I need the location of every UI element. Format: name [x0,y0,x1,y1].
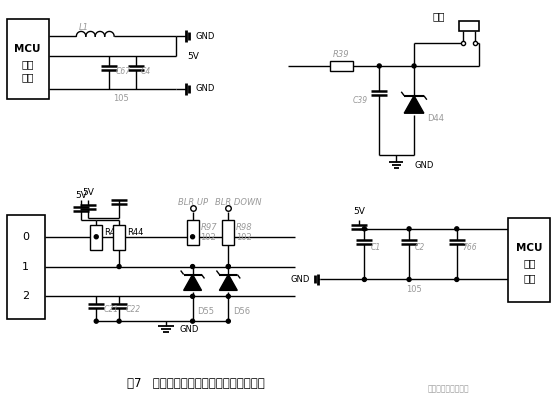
Circle shape [377,64,381,68]
Text: C4: C4 [141,67,151,77]
Circle shape [117,319,121,323]
Circle shape [227,319,230,323]
Circle shape [407,277,411,281]
Text: 5V: 5V [188,51,199,60]
Bar [90,225,102,249]
Circle shape [227,264,230,269]
Text: C22: C22 [126,305,141,314]
Circle shape [191,264,194,269]
Text: R44: R44 [127,228,143,237]
Bar [7,19,49,99]
Text: 引脚: 引脚 [22,72,34,82]
Text: R39: R39 [334,49,350,59]
Text: 复位: 复位 [523,258,536,268]
Text: 2: 2 [22,291,29,301]
Text: 766: 766 [463,243,478,252]
Text: 102: 102 [237,233,252,242]
Text: 105: 105 [406,285,422,294]
Text: GND: GND [196,32,215,40]
Text: D56: D56 [233,307,250,316]
Circle shape [227,264,230,269]
Text: 0: 0 [22,232,29,242]
Text: D44: D44 [427,114,444,123]
Text: 5V: 5V [353,207,366,216]
Circle shape [455,277,459,281]
Circle shape [362,227,366,231]
Circle shape [412,64,416,68]
Text: R97: R97 [201,223,217,232]
Text: 硬件工程师炼成之路: 硬件工程师炼成之路 [428,384,470,393]
Text: 102: 102 [201,233,216,242]
Text: C39: C39 [352,96,367,105]
Text: GND: GND [414,161,433,170]
Text: 引脚: 引脚 [523,273,536,283]
Text: MCU: MCU [516,243,542,253]
Bar [509,218,550,302]
Circle shape [362,277,366,281]
Text: L1: L1 [78,23,88,32]
Text: 5V: 5V [83,188,94,196]
Text: R98: R98 [237,223,253,232]
Text: MCU: MCU [14,44,41,54]
Bar [7,215,45,319]
Bar [222,220,234,245]
Text: GND: GND [179,325,199,334]
Text: GND: GND [290,275,310,284]
Circle shape [117,264,121,269]
Polygon shape [183,275,202,290]
Text: D55: D55 [198,307,214,316]
Text: C67: C67 [116,67,131,77]
Text: R43: R43 [104,228,121,237]
Circle shape [94,235,98,239]
Circle shape [94,319,98,323]
Text: BLR DOWN: BLR DOWN [215,198,261,207]
Text: 按键: 按键 [433,11,445,21]
Text: 5V: 5V [75,190,88,200]
Polygon shape [404,96,424,113]
Polygon shape [219,275,237,290]
Bar [330,61,353,71]
Text: GND: GND [196,84,215,93]
Text: 105: 105 [113,94,129,103]
Circle shape [455,227,459,231]
Circle shape [191,319,194,323]
Circle shape [191,294,194,298]
Bar [187,220,198,245]
Circle shape [407,227,411,231]
Text: C2: C2 [415,243,425,252]
Text: 电源: 电源 [22,59,34,69]
Text: 图7   电路防护及疏导优化优化方案示意图: 图7 电路防护及疏导优化优化方案示意图 [127,377,264,390]
Text: BLR UP: BLR UP [178,198,208,207]
Text: 1: 1 [22,262,29,272]
Text: C1: C1 [371,243,381,252]
Bar [459,21,479,31]
Circle shape [191,235,194,239]
Text: C21: C21 [103,305,119,314]
Circle shape [227,294,230,298]
Bar [113,225,125,249]
